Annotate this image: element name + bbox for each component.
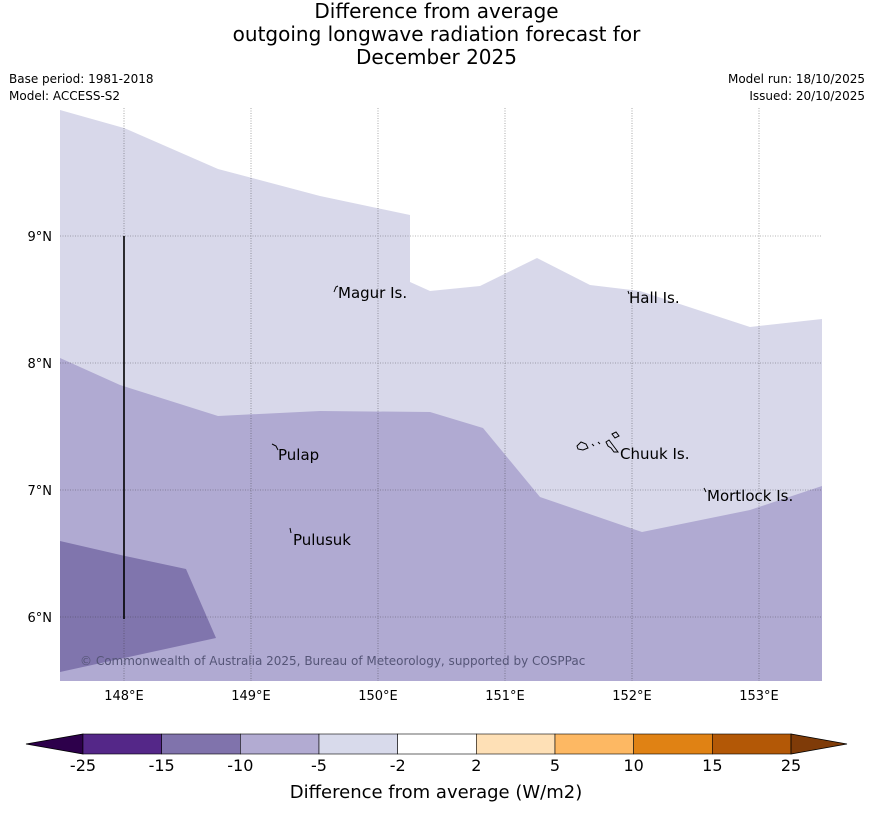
copyright-text: © Commonwealth of Australia 2025, Bureau… xyxy=(80,654,585,668)
lon-tick-149e: 149°E xyxy=(231,689,271,704)
contour-band-neg2-pos2 xyxy=(60,108,822,327)
lon-tick-labels: 148°E 149°E 150°E 151°E 152°E 153°E xyxy=(104,689,779,704)
title-line-1: Difference from average xyxy=(314,0,559,23)
colorbar-tick-label: -5 xyxy=(311,756,327,775)
lon-tick-151e: 151°E xyxy=(485,689,525,704)
lat-tick-7n: 7°N xyxy=(28,484,53,499)
gridlines xyxy=(60,108,822,681)
contour-band-neg15-neg10 xyxy=(60,541,216,672)
colorbar-segment xyxy=(476,733,556,755)
colorbar-segment xyxy=(712,733,792,755)
place-label-magur: Magur Is. xyxy=(338,284,407,302)
mortlock-island-shape xyxy=(703,487,707,493)
colorbar: -25 -15 -10 -5 -2 2 5 10 15 25 xyxy=(25,733,848,775)
colorbar-tick-label: -10 xyxy=(227,756,253,775)
contour-band-neg10-neg5 xyxy=(60,358,822,681)
colorbar-tick-label: 2 xyxy=(471,756,481,775)
place-label-pulap: Pulap xyxy=(278,446,319,464)
colorbar-tick-label: -15 xyxy=(149,756,175,775)
pulap-island-shape xyxy=(271,443,279,451)
place-label-mortlock: Mortlock Is. xyxy=(707,487,793,505)
base-period-text: Base period: 1981-2018 xyxy=(9,72,154,86)
colorbar-segment xyxy=(82,733,162,755)
lon-tick-150e: 150°E xyxy=(358,689,398,704)
colorbar-tick-label: 25 xyxy=(781,756,801,775)
model-run-text: Model run: 18/10/2025 xyxy=(727,72,865,86)
magur-island-shape xyxy=(333,285,339,293)
chuuk-lagoon-islands xyxy=(576,431,620,453)
colorbar-segment xyxy=(318,733,398,755)
place-label-chuuk: Chuuk Is. xyxy=(620,445,689,463)
lat-tick-6n: 6°N xyxy=(28,611,53,626)
map-title: Difference from average outgoing longwav… xyxy=(0,0,873,69)
title-line-3: December 2025 xyxy=(356,45,517,69)
colorbar-segment xyxy=(554,733,634,755)
island-shapes xyxy=(271,285,707,534)
colorbar-extend-low xyxy=(25,733,84,755)
colorbar-tick-label: 5 xyxy=(550,756,560,775)
place-label-hall: Hall Is. xyxy=(629,289,680,307)
colorbar-tick-label: 15 xyxy=(702,756,722,775)
issued-date-text: Issued: 20/10/2025 xyxy=(749,89,865,103)
colorbar-tick-label: 10 xyxy=(623,756,643,775)
model-info: Base period: 1981-2018 Model: ACCESS-S2 xyxy=(9,71,154,105)
colorbar-extend-high xyxy=(790,733,848,755)
colorbar-tick-label: -25 xyxy=(70,756,96,775)
run-info: Model run: 18/10/2025 Issued: 20/10/2025 xyxy=(728,71,865,105)
place-label-pulusuk: Pulusuk xyxy=(293,531,351,549)
colorbar-segment xyxy=(240,733,320,755)
colorbar-segment xyxy=(633,733,713,755)
lat-tick-8n: 8°N xyxy=(28,357,53,372)
title-line-2: outgoing longwave radiation forecast for xyxy=(232,22,641,46)
pulusuk-island-shape xyxy=(289,527,292,534)
lon-tick-153e: 153°E xyxy=(739,689,779,704)
hall-island-shape xyxy=(627,290,630,295)
lat-tick-9n: 9°N xyxy=(28,230,53,245)
colorbar-segment xyxy=(161,733,241,755)
place-labels: Magur Is. Hall Is. Pulap Chuuk Is. Mortl… xyxy=(278,284,793,549)
lon-tick-152e: 152°E xyxy=(612,689,652,704)
colorbar-segment xyxy=(397,733,477,755)
colorbar-title: Difference from average (W/m2) xyxy=(290,782,582,803)
lat-tick-labels: 9°N 8°N 7°N 6°N xyxy=(28,230,53,626)
model-name-text: Model: ACCESS-S2 xyxy=(9,89,121,103)
colorbar-tick-label: -2 xyxy=(390,756,406,775)
lon-tick-148e: 148°E xyxy=(104,689,144,704)
